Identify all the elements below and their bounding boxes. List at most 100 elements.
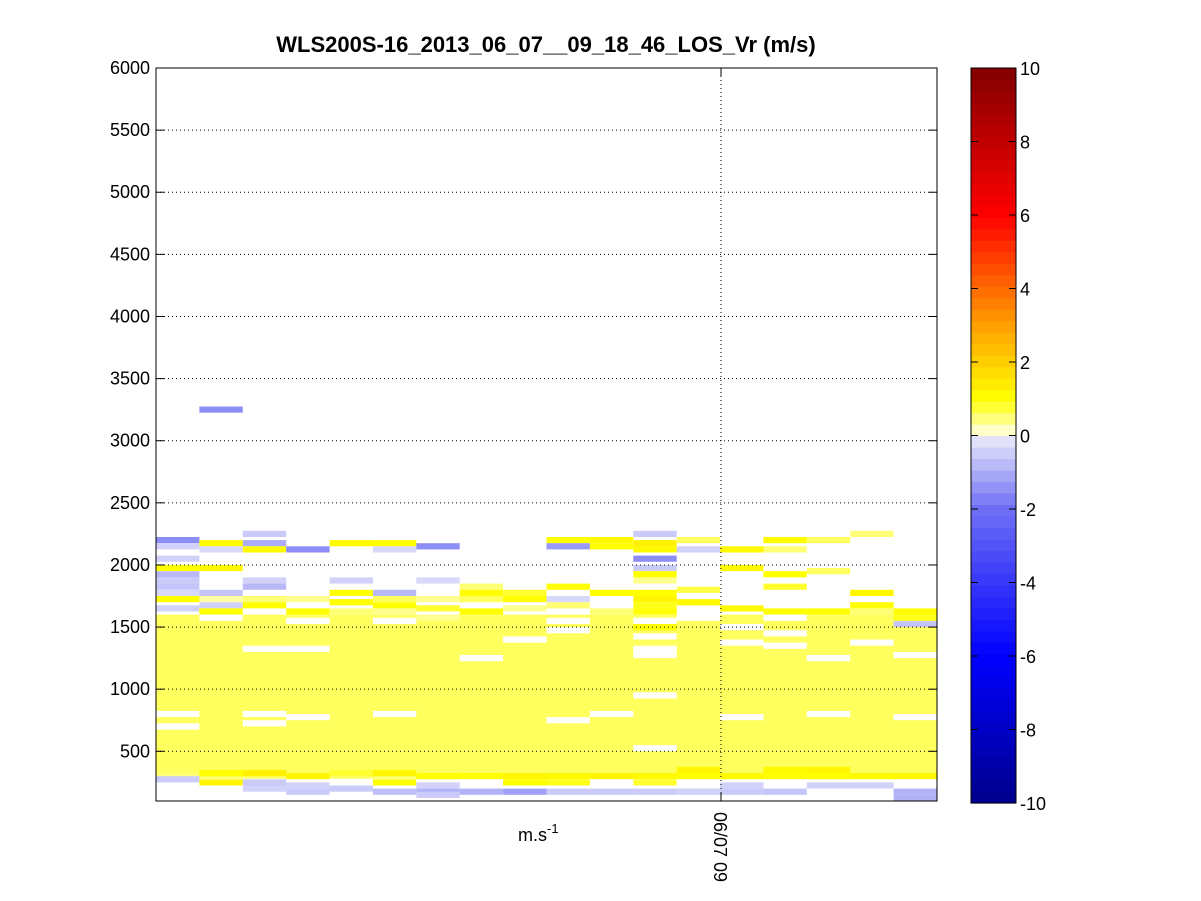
heatmap-cell <box>589 602 634 609</box>
heatmap-cell <box>329 599 373 606</box>
heatmap-cell <box>199 540 243 547</box>
heatmap-cell <box>633 645 677 652</box>
colorbar-tick-label: -4 <box>1020 574 1036 594</box>
colorbar-stripe <box>971 297 1016 310</box>
heatmap-cell <box>676 766 721 773</box>
heatmap-cell <box>372 710 417 718</box>
heatmap-cell <box>633 546 677 553</box>
colorbar-stripe <box>971 424 1016 437</box>
heatmap-cell <box>633 773 677 780</box>
heatmap-cell <box>286 788 330 795</box>
heatmap-cell <box>372 788 417 795</box>
heatmap-cell <box>156 589 200 596</box>
heatmap-cell <box>806 608 851 615</box>
heatmap-cell <box>589 589 634 596</box>
heatmap-cell <box>242 546 287 553</box>
heatmap-cell <box>199 546 243 553</box>
colorbar-stripe <box>971 538 1016 551</box>
heatmap-cell <box>329 785 373 792</box>
y-axis-ticks: 500 1000 1500 2000 2500 3000 3500 4000 4500 5000 5… <box>110 58 937 761</box>
heatmap-cell <box>633 651 677 659</box>
heatmap-cell <box>850 639 894 646</box>
colorbar-stripe <box>971 734 1016 747</box>
heatmap-cell <box>503 636 547 643</box>
colorbar-stripe <box>971 102 1016 115</box>
colorbar-stripe <box>971 228 1016 241</box>
heatmap-cell <box>763 583 807 590</box>
heatmap-cell <box>199 614 243 621</box>
colorbar-tick-label: 2 <box>1020 353 1030 373</box>
heatmap-cell <box>589 537 634 544</box>
heatmap-cell <box>416 605 460 612</box>
colorbar-stripe <box>971 309 1016 322</box>
heatmap-cell <box>589 788 634 795</box>
heatmap-cell <box>503 779 547 786</box>
heatmap-cell <box>286 773 330 780</box>
colorbar-stripe <box>971 217 1016 230</box>
heatmap-cell <box>589 773 634 780</box>
heatmap-cell <box>806 710 851 718</box>
heatmap-cell <box>546 788 590 795</box>
heatmap-cell <box>893 794 937 801</box>
heatmap-cell <box>546 773 590 780</box>
heatmap-cell <box>459 583 504 590</box>
chart-title: WLS200S-16_2013_06_07__09_18_46_LOS_Vr (… <box>276 32 815 57</box>
heatmap-cell <box>416 596 460 603</box>
heatmap-cell <box>676 788 721 795</box>
heatmap-cell <box>286 617 330 624</box>
heatmap-cell <box>763 537 807 544</box>
heatmap-cell <box>633 617 677 624</box>
colorbar-stripe <box>971 596 1016 609</box>
colorbar-stripe <box>971 412 1016 425</box>
colorbar-stripe <box>971 205 1016 218</box>
colorbar-tick-label: -2 <box>1020 500 1036 520</box>
heatmap-cell <box>633 530 677 537</box>
heatmap-cell <box>763 614 807 621</box>
heatmap-cell <box>503 773 547 780</box>
heatmap-cell <box>893 620 937 628</box>
heatmap-cell <box>459 596 504 603</box>
heatmap-cell <box>720 782 764 789</box>
heatmap-cell <box>546 583 590 590</box>
heatmap-cell <box>806 773 851 780</box>
heatmap-cell <box>633 633 677 640</box>
heatmap-cell <box>416 788 460 795</box>
colorbar-stripe <box>971 447 1016 460</box>
heatmap-cell <box>156 564 200 572</box>
heatmap-cell <box>156 773 200 780</box>
heatmap-cell <box>459 589 504 596</box>
heatmap-cell <box>633 564 677 572</box>
colorbar-stripe <box>971 91 1016 104</box>
colorbar-stripe <box>971 458 1016 471</box>
colorbar-stripe <box>971 630 1016 643</box>
heatmap-cell <box>546 543 590 550</box>
heatmap-cell <box>372 546 417 553</box>
colorbar-stripe <box>971 676 1016 689</box>
heatmap-cell <box>763 599 807 606</box>
heatmap-cell <box>372 617 417 624</box>
heatmap-cell <box>720 714 764 721</box>
heatmap-cell <box>416 577 460 584</box>
heatmap-cell <box>286 782 330 789</box>
heatmap-cell <box>633 692 677 699</box>
plot-frame <box>155 67 938 802</box>
heatmap-cell <box>503 788 547 795</box>
heatmap-cell <box>633 596 677 603</box>
heatmap-cell <box>763 642 807 649</box>
heatmap-cell <box>199 779 243 786</box>
heatmap-cell <box>720 564 764 572</box>
colorbar-stripe <box>971 527 1016 540</box>
colorbar-stripe <box>971 492 1016 505</box>
heatmap-cell <box>763 577 807 584</box>
colorbar-stripe <box>971 584 1016 597</box>
heatmap-cell <box>156 555 200 562</box>
heatmap-cell <box>156 577 200 584</box>
heatmap-cell <box>850 589 894 596</box>
heatmap-cell <box>242 779 287 786</box>
colorbar-stripe <box>971 642 1016 655</box>
x-tick-label: 06/07 09 <box>710 812 730 882</box>
heatmap-cell <box>589 608 634 615</box>
heatmap-cell <box>286 714 330 721</box>
y-tick-label: 2000 <box>110 555 150 575</box>
heatmap-cell <box>633 555 677 562</box>
